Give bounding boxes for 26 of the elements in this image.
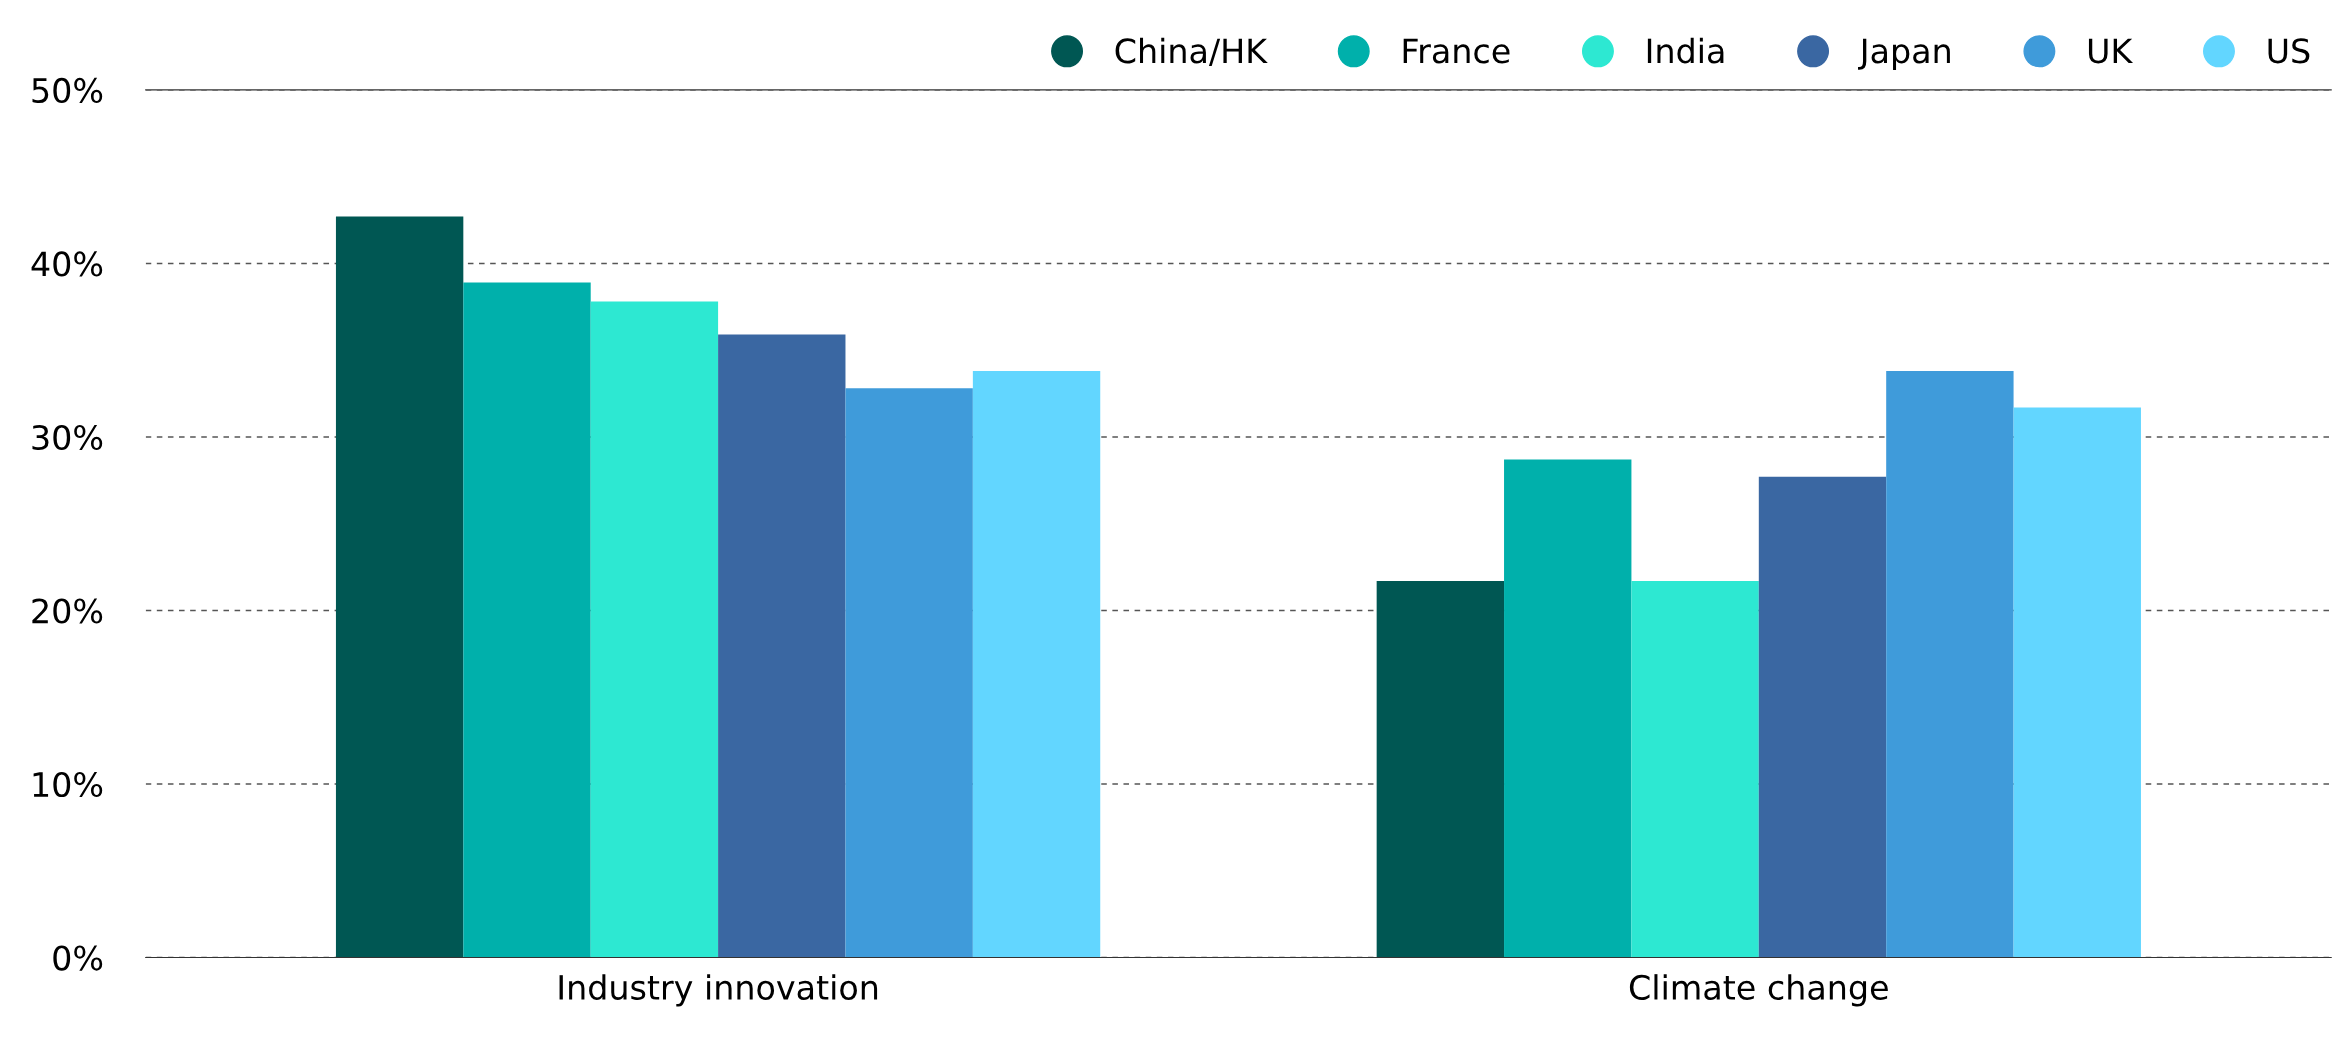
y-tick-label: 30% bbox=[32, 424, 103, 451]
legend-label: China/HK bbox=[1115, 37, 1268, 67]
y-tick-label: 20% bbox=[32, 598, 103, 624]
y-tick-label: 40% bbox=[31, 251, 103, 277]
bar bbox=[335, 216, 464, 958]
y-tick-label: 10% bbox=[33, 771, 103, 798]
y-tick-label: 0% bbox=[53, 945, 103, 971]
y-tick-label: 50% bbox=[32, 77, 103, 104]
legend-label: UK bbox=[2088, 38, 2134, 64]
bar bbox=[463, 282, 591, 958]
legend-label: US bbox=[2268, 38, 2310, 64]
bar bbox=[1886, 371, 2014, 958]
legend-label: France bbox=[1403, 38, 1510, 64]
legend-label: India bbox=[1647, 37, 1724, 64]
bar bbox=[590, 301, 719, 958]
bar bbox=[718, 334, 846, 958]
bar bbox=[2013, 407, 2141, 958]
bar bbox=[1376, 580, 1505, 958]
bar bbox=[845, 388, 973, 958]
bar bbox=[972, 371, 1101, 958]
bar bbox=[1758, 476, 1887, 958]
bar bbox=[1504, 459, 1632, 958]
bar bbox=[1631, 580, 1759, 958]
x-tick-label: Climate change bbox=[1629, 974, 1888, 1007]
legend-label: Japan bbox=[1858, 38, 1950, 70]
x-tick-label: Industry innovation bbox=[559, 974, 878, 1007]
